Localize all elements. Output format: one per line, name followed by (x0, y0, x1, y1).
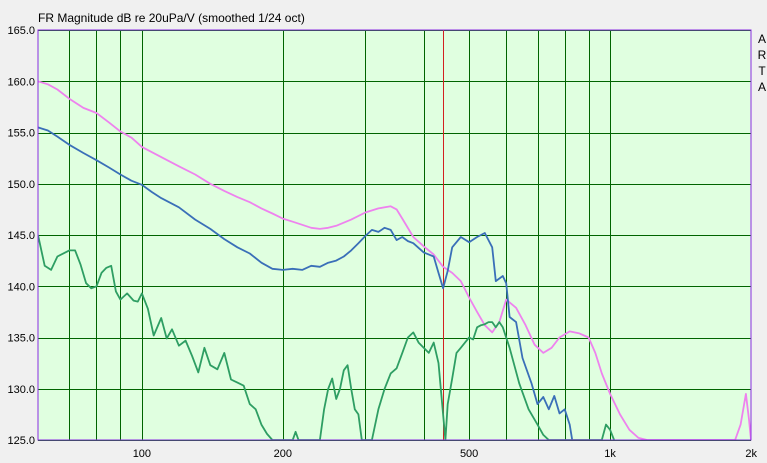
series-line (38, 80, 751, 440)
arta-watermark: A R T A (757, 31, 767, 95)
plot-frame (37, 29, 752, 441)
chart-title: FR Magnitude dB re 20uPa/V (smoothed 1/2… (38, 11, 305, 25)
y-tick-label: 130.0 (7, 384, 35, 396)
y-tick-label: 150.0 (7, 179, 35, 191)
y-tick-label: 135.0 (7, 333, 35, 345)
y-tick-label: 155.0 (7, 128, 35, 140)
x-tick-label: 2k (745, 448, 757, 460)
y-tick-label: 140.0 (7, 281, 35, 293)
y-tick-label: 165.0 (7, 25, 35, 37)
series-line (38, 126, 574, 440)
x-tick-label: 500 (460, 448, 478, 460)
arta-letter: T (758, 64, 766, 78)
x-tick-label: 100 (133, 448, 151, 460)
y-tick-label: 125.0 (7, 435, 35, 447)
y-tick-label: 160.0 (7, 76, 35, 88)
arta-letter: R (757, 48, 767, 62)
x-tick-label: 200 (274, 448, 292, 460)
series-line (38, 234, 615, 440)
x-tick-label: 1k (604, 448, 616, 460)
arta-letter: A (757, 80, 766, 94)
arta-letter: A (757, 32, 766, 46)
y-tick-label: 145.0 (7, 230, 35, 242)
